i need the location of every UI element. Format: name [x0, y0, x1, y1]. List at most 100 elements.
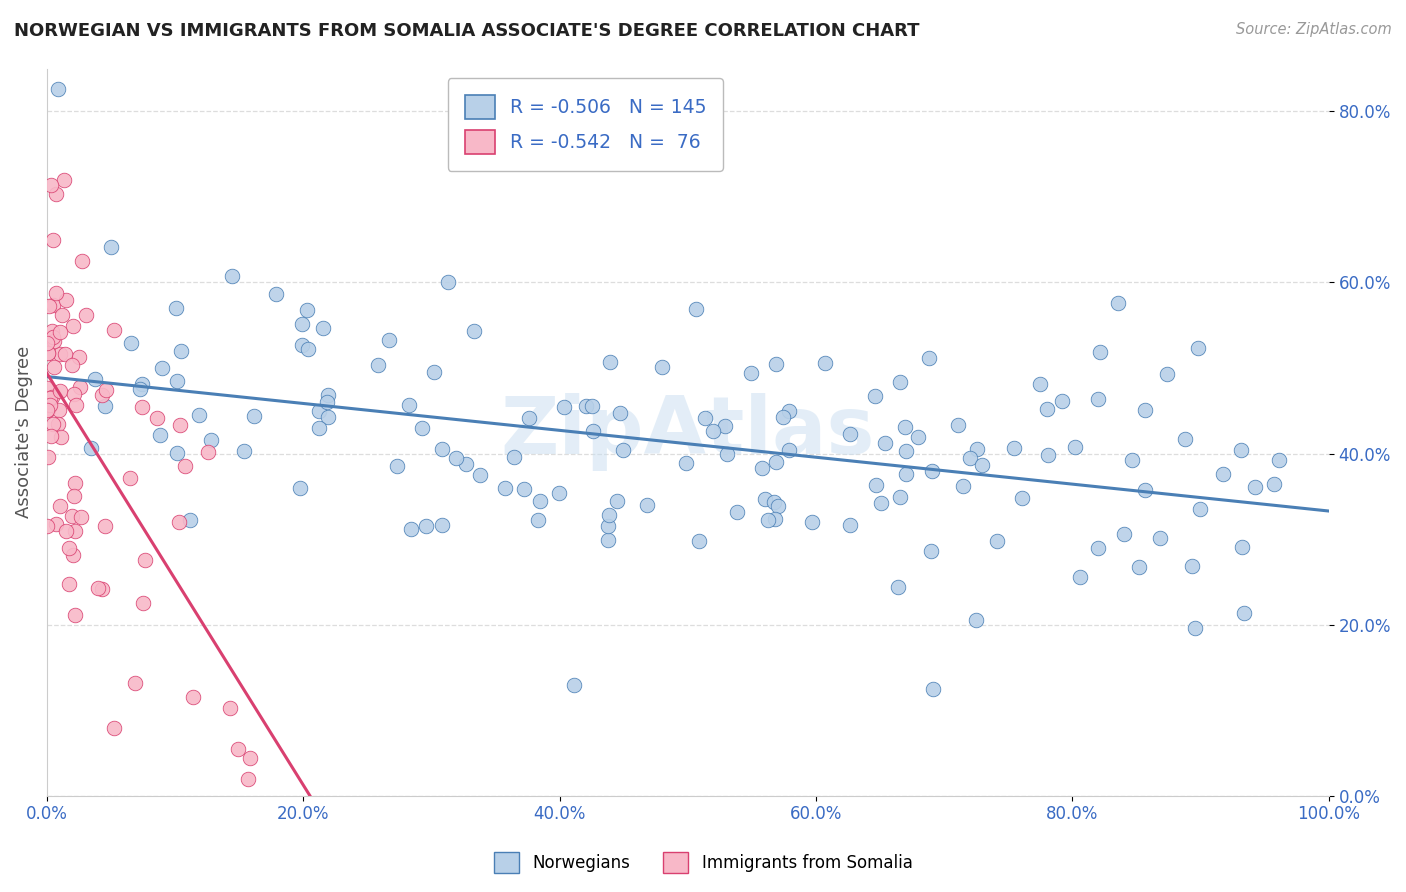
Point	[70, 254, 93, 268]
Point	[688, 533, 710, 548]
Point	[94, 399, 117, 413]
Point	[58, 541, 80, 555]
Point	[1050, 393, 1073, 408]
Point	[1069, 570, 1091, 584]
Point	[894, 467, 917, 481]
Point	[166, 446, 188, 460]
Point	[889, 490, 911, 504]
Point	[297, 343, 319, 357]
Point	[131, 400, 153, 414]
Point	[37, 403, 59, 417]
Point	[35, 518, 58, 533]
Point	[120, 471, 142, 485]
Point	[772, 410, 794, 425]
Point	[411, 421, 433, 435]
Point	[45, 516, 67, 531]
Point	[48, 403, 70, 417]
Point	[444, 450, 467, 465]
Point	[778, 403, 800, 417]
Point	[470, 467, 492, 482]
Point	[65, 476, 87, 491]
Point	[1230, 443, 1253, 458]
Point	[893, 420, 915, 434]
Point	[129, 382, 152, 396]
Point	[800, 515, 823, 529]
Point	[41, 390, 63, 404]
Point	[239, 751, 262, 765]
Point	[553, 401, 575, 415]
Point	[42, 298, 65, 312]
Point	[636, 499, 658, 513]
Point	[766, 499, 789, 513]
Point	[91, 388, 114, 402]
Point	[948, 418, 970, 433]
Point	[377, 333, 399, 347]
Point	[39, 178, 62, 193]
Point	[44, 359, 66, 374]
Point	[49, 499, 72, 513]
Point	[60, 358, 83, 372]
Point	[1233, 606, 1256, 620]
Point	[765, 358, 787, 372]
Point	[754, 491, 776, 506]
Point	[45, 187, 67, 202]
Point	[39, 391, 62, 405]
Point	[685, 301, 707, 316]
Point	[169, 344, 191, 359]
Point	[1035, 401, 1057, 416]
Point	[62, 489, 84, 503]
Point	[693, 410, 716, 425]
Point	[197, 445, 219, 459]
Point	[37, 450, 59, 464]
Point	[756, 512, 779, 526]
Point	[596, 519, 619, 533]
Point	[529, 494, 551, 508]
Point	[169, 417, 191, 432]
Point	[167, 515, 190, 529]
Point	[713, 419, 735, 434]
Point	[124, 675, 146, 690]
Point	[100, 240, 122, 254]
Point	[437, 275, 460, 289]
Point	[37, 403, 59, 417]
Point	[548, 486, 571, 500]
Point	[564, 678, 586, 692]
Point	[103, 323, 125, 337]
Point	[965, 613, 987, 627]
Text: ZipAtlas: ZipAtlas	[501, 393, 875, 471]
Legend: R = -0.506   N = 145, R = -0.542   N =  76: R = -0.506 N = 145, R = -0.542 N = 76	[447, 78, 723, 171]
Point	[53, 347, 76, 361]
Point	[922, 681, 945, 696]
Point	[609, 406, 631, 420]
Point	[52, 173, 75, 187]
Point	[887, 580, 910, 594]
Point	[288, 481, 311, 495]
Point	[91, 582, 114, 597]
Point	[398, 398, 420, 412]
Point	[430, 442, 453, 456]
Point	[49, 384, 72, 399]
Point	[38, 299, 60, 313]
Legend: Norwegians, Immigrants from Somalia: Norwegians, Immigrants from Somalia	[486, 846, 920, 880]
Point	[226, 742, 249, 756]
Point	[308, 421, 330, 435]
Point	[37, 381, 59, 395]
Point	[430, 518, 453, 533]
Point	[41, 329, 63, 343]
Point	[51, 308, 73, 322]
Point	[42, 233, 65, 247]
Point	[423, 365, 446, 379]
Point	[1029, 377, 1052, 392]
Point	[37, 346, 59, 360]
Text: NORWEGIAN VS IMMIGRANTS FROM SOMALIA ASSOCIATE'S DEGREE CORRELATION CHART: NORWEGIAN VS IMMIGRANTS FROM SOMALIA ASS…	[14, 22, 920, 40]
Point	[75, 308, 97, 322]
Point	[79, 441, 101, 455]
Point	[183, 690, 205, 704]
Point	[494, 482, 516, 496]
Point	[702, 424, 724, 438]
Point	[37, 394, 59, 409]
Point	[103, 721, 125, 735]
Point	[765, 455, 787, 469]
Point	[295, 303, 318, 318]
Point	[582, 424, 605, 438]
